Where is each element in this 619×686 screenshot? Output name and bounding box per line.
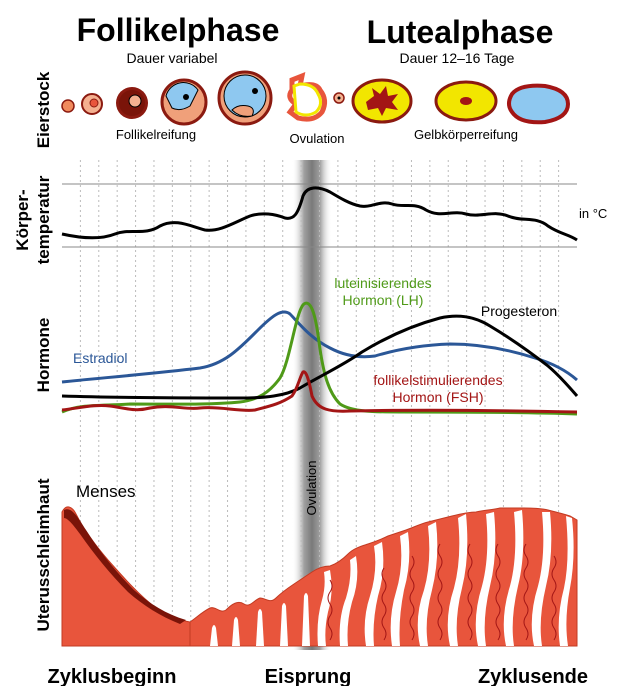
corpus-luteum-2 (434, 80, 498, 122)
temperature-row-label-1: Körper- (13, 189, 32, 250)
luteal-phase-title: Lutealphase (367, 14, 554, 50)
follicle-maturation-label: Follikelreifung (116, 127, 196, 142)
shedding-layer (64, 509, 186, 624)
menses-label: Menses (76, 482, 136, 501)
ovulation-follicle (286, 71, 328, 122)
follicle-stage-2 (81, 93, 103, 115)
progesterone-curve (61, 314, 579, 400)
corpus-luteum-maturation-label: Gelbkörperreifung (414, 127, 518, 142)
estradiol-label: Estradiol (73, 350, 127, 366)
luteal-duration: Dauer 12–16 Tage (400, 50, 515, 66)
endometrium-lining (61, 506, 578, 647)
spiral-arteries (327, 543, 557, 641)
follicle-stage-3 (116, 87, 148, 119)
lh-label-line2: Hormon (LH) (343, 292, 424, 308)
corpus-luteum-1 (351, 78, 413, 124)
follicle-stage-5 (217, 70, 273, 126)
temperature-unit: in °C (579, 206, 607, 221)
hormones-row-label: Hormone (34, 318, 53, 393)
ovulation-stage-label: Ovulation (290, 131, 345, 146)
released-egg (333, 92, 345, 104)
follicular-phase-title: Follikelphase (77, 12, 280, 48)
follicular-duration: Dauer variabel (126, 50, 217, 66)
ovary-row-label: Eierstock (34, 71, 53, 148)
fsh-label-line1: follikelstimulierendes (373, 372, 502, 388)
temperature-row-label-2: temperatur (34, 175, 53, 264)
cycle-end-label: Zyklusende (478, 666, 588, 686)
endometrium-row-label: Uterusschleimhaut (34, 478, 53, 631)
estradiol-curve (61, 310, 578, 384)
cycle-start-label: Zyklusbeginn (48, 666, 177, 686)
corpus-albicans (507, 83, 571, 125)
lh-curve (61, 301, 578, 416)
lh-label-line1: luteinisierendes (334, 275, 431, 291)
follicle-stage-4 (160, 78, 208, 126)
follicle-stage-1 (61, 99, 75, 113)
temperature-curve (61, 186, 578, 242)
fsh-curve (61, 370, 578, 414)
ovary-stages (61, 70, 571, 126)
ovulation-axis-label: Eisprung (265, 666, 352, 686)
uterine-glands (210, 510, 574, 646)
fsh-label-line2: Hormon (FSH) (392, 389, 483, 405)
ovulation-band-label: Ovulation (304, 461, 319, 516)
progesterone-label: Progesteron (481, 303, 557, 319)
